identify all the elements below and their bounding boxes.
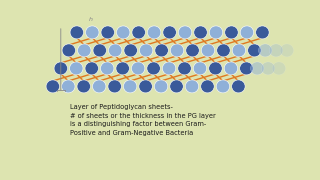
Ellipse shape (124, 80, 137, 93)
Ellipse shape (85, 26, 99, 39)
Ellipse shape (116, 62, 129, 75)
Ellipse shape (186, 44, 199, 57)
Ellipse shape (100, 62, 114, 75)
Ellipse shape (209, 62, 222, 75)
Ellipse shape (216, 80, 230, 93)
Ellipse shape (232, 80, 245, 93)
Ellipse shape (108, 80, 121, 93)
Ellipse shape (92, 80, 106, 93)
Ellipse shape (70, 26, 84, 39)
Ellipse shape (178, 62, 191, 75)
Ellipse shape (124, 44, 137, 57)
Ellipse shape (148, 26, 161, 39)
Ellipse shape (77, 44, 91, 57)
Ellipse shape (93, 44, 107, 57)
Ellipse shape (140, 44, 153, 57)
Ellipse shape (280, 44, 294, 57)
Ellipse shape (251, 62, 264, 75)
Ellipse shape (170, 44, 184, 57)
Ellipse shape (193, 62, 207, 75)
Ellipse shape (201, 44, 215, 57)
Ellipse shape (209, 26, 223, 39)
Ellipse shape (240, 26, 254, 39)
Ellipse shape (178, 26, 192, 39)
Ellipse shape (69, 62, 83, 75)
Ellipse shape (147, 62, 160, 75)
Ellipse shape (163, 26, 176, 39)
Ellipse shape (269, 44, 283, 57)
Ellipse shape (62, 44, 76, 57)
Ellipse shape (201, 80, 214, 93)
Ellipse shape (116, 26, 130, 39)
Ellipse shape (240, 62, 253, 75)
Ellipse shape (259, 44, 272, 57)
Ellipse shape (272, 62, 286, 75)
Ellipse shape (154, 80, 168, 93)
Ellipse shape (54, 62, 68, 75)
Ellipse shape (85, 62, 99, 75)
Ellipse shape (155, 44, 168, 57)
Ellipse shape (194, 26, 207, 39)
Ellipse shape (225, 26, 238, 39)
Ellipse shape (46, 80, 60, 93)
Ellipse shape (101, 26, 115, 39)
Ellipse shape (248, 44, 261, 57)
Ellipse shape (224, 62, 238, 75)
Ellipse shape (232, 44, 246, 57)
Ellipse shape (170, 80, 183, 93)
Text: Layer of Peptidoglycan sheets-
# of sheets or the thickness in the PG layer
is a: Layer of Peptidoglycan sheets- # of shee… (70, 104, 216, 136)
Ellipse shape (162, 62, 176, 75)
Text: h: h (89, 17, 93, 22)
Ellipse shape (132, 62, 145, 75)
Ellipse shape (256, 26, 269, 39)
Ellipse shape (261, 62, 275, 75)
Ellipse shape (108, 44, 122, 57)
Ellipse shape (132, 26, 145, 39)
Ellipse shape (139, 80, 152, 93)
Ellipse shape (61, 80, 75, 93)
Ellipse shape (77, 80, 91, 93)
Ellipse shape (217, 44, 230, 57)
Ellipse shape (185, 80, 199, 93)
